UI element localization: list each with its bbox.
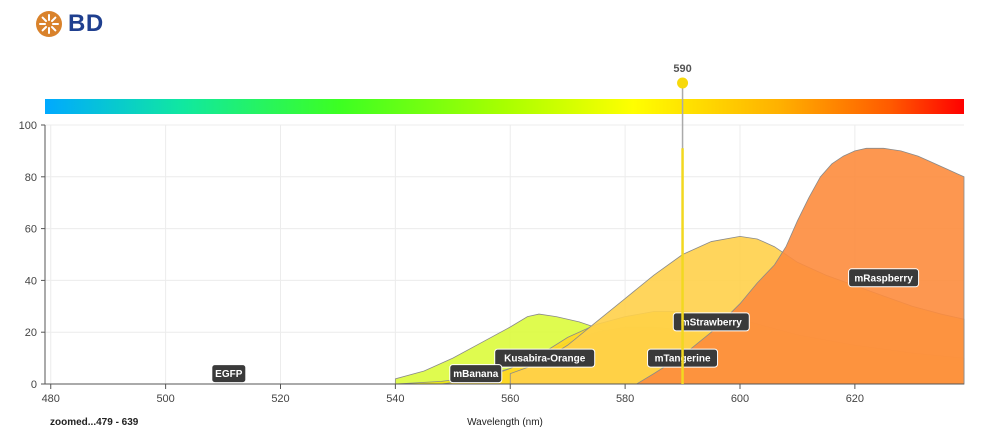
x-tick-label-6: 600 xyxy=(731,393,749,405)
series-label-box-1 xyxy=(494,348,596,368)
chart-axes: 480 500 520 540 560 580 600 620 0 20 40 60 80 100 xyxy=(19,120,964,405)
y-tick-label-0: 0 xyxy=(31,379,37,391)
bd-logo: BD xyxy=(34,8,104,40)
cursor-handle[interactable] xyxy=(677,77,689,89)
series-label-2[interactable]: mBanana xyxy=(449,364,503,384)
series-label-box-0 xyxy=(211,364,247,384)
x-tick-label-5: 580 xyxy=(616,393,634,405)
y-tick-label-5: 100 xyxy=(19,120,37,132)
bd-sunburst-icon xyxy=(36,11,62,37)
x-tick-label-4: 560 xyxy=(501,393,519,405)
x-tick-label-1: 500 xyxy=(156,393,174,405)
x-tick-label-7: 620 xyxy=(846,393,864,405)
series-label-text-5: mRaspberry xyxy=(854,273,913,284)
series-label-text-1: Kusabira-Orange xyxy=(504,354,586,365)
x-tick-label-0: 480 xyxy=(42,393,60,405)
x-tick-label-2: 520 xyxy=(271,393,289,405)
wavelength-cursor[interactable]: 590 xyxy=(673,63,692,384)
series-label-4[interactable]: mStrawberry xyxy=(672,312,750,332)
zoom-range-label[interactable]: zoomed...479 - 639 xyxy=(50,417,139,428)
y-tick-label-2: 40 xyxy=(25,275,37,287)
series-label-box-4 xyxy=(672,312,750,332)
series-area-5 xyxy=(635,147,965,385)
series-label-text-2: mBanana xyxy=(453,369,498,380)
series-label-box-5 xyxy=(848,268,920,288)
series-label-text-0: EGFP xyxy=(215,369,243,380)
y-tick-label-3: 60 xyxy=(25,224,37,236)
series-label-1[interactable]: Kusabira-Orange xyxy=(494,348,596,368)
series-label-5[interactable]: mRaspberry xyxy=(848,268,920,288)
cursor-value-label: 590 xyxy=(673,63,691,75)
spectrum-color-bar xyxy=(45,99,964,114)
series-label-text-4: mStrawberry xyxy=(681,317,743,328)
series-label-0[interactable]: EGFP xyxy=(211,364,247,384)
y-tick-label-1: 20 xyxy=(25,327,37,339)
x-axis-title: Wavelength (nm) xyxy=(467,417,543,428)
x-tick-label-3: 540 xyxy=(386,393,404,405)
y-tick-label-4: 80 xyxy=(25,172,37,184)
series-label-box-2 xyxy=(449,364,503,384)
bd-logo-text: BD xyxy=(68,10,104,37)
